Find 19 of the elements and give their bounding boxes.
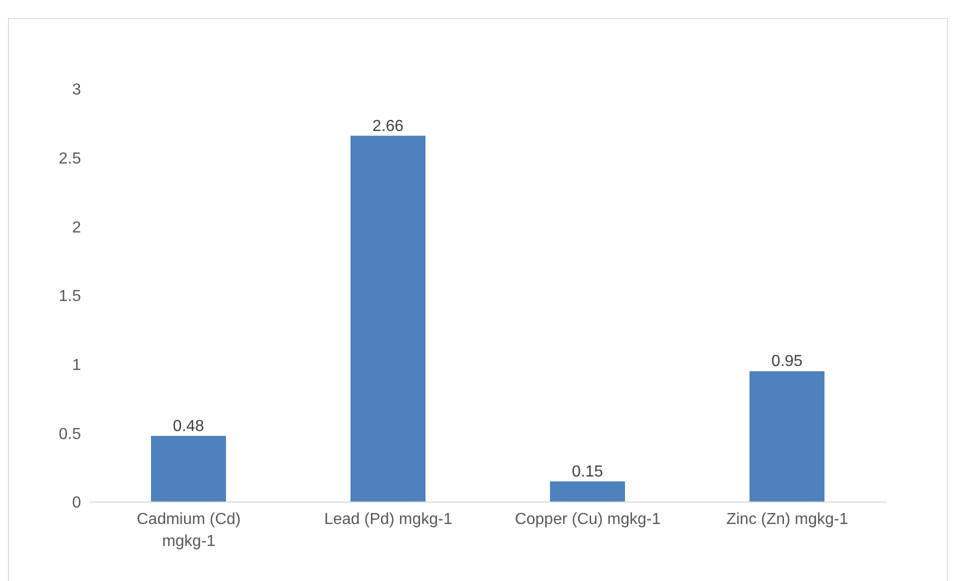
bar	[550, 481, 625, 502]
y-tick-label: 3	[72, 82, 82, 99]
bar	[151, 436, 226, 502]
x-tick-label: Copper (Cu) mgkg-1	[514, 511, 661, 528]
x-tick-label: Cadmium (Cd) mgkg-1	[136, 511, 241, 550]
y-tick-label: 0.5	[58, 426, 82, 443]
x-tick-label: Zinc (Zn) mgkg-1	[726, 511, 848, 528]
y-tick-label: 1	[72, 357, 82, 374]
data-label: 0.95	[771, 353, 803, 370]
data-label: 2.66	[372, 118, 404, 135]
data-label: 0.48	[172, 418, 204, 435]
bar	[350, 136, 426, 502]
y-tick-label: 2	[72, 219, 82, 236]
data-label: 0.15	[572, 463, 604, 480]
bar	[750, 371, 824, 502]
y-tick-label: 0	[72, 494, 82, 512]
y-tick-label: 2.5	[58, 150, 82, 168]
x-tick-label: Lead (Pd) mgkg-1	[324, 511, 452, 528]
y-tick-label: 1.5	[58, 288, 82, 306]
